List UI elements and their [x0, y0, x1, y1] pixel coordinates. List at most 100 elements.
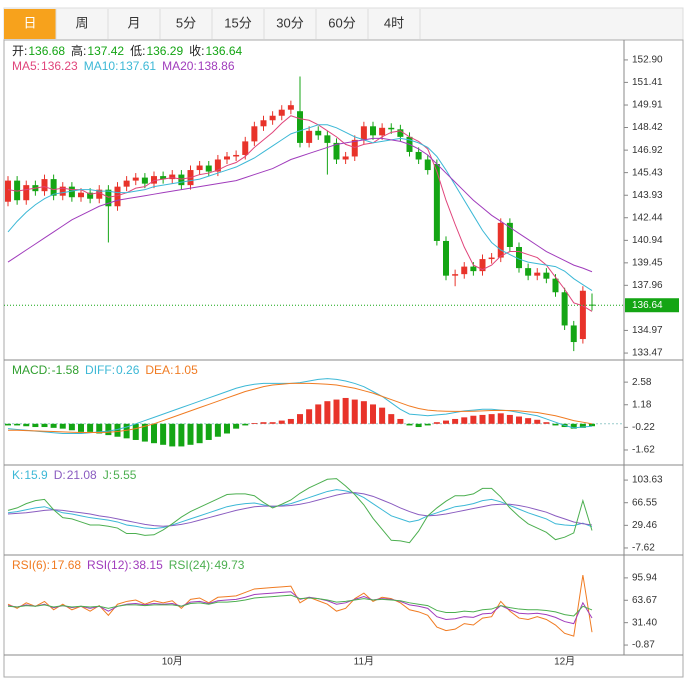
legend-value: 0.26 [116, 363, 140, 377]
frame [3, 39, 684, 678]
macd-bar [278, 420, 285, 424]
candle-body [470, 266, 477, 272]
macd-bar [114, 423, 121, 437]
candle-body [388, 127, 395, 130]
legend-value: 5.55 [113, 468, 137, 482]
macd-bar [370, 404, 376, 424]
candle-body [570, 325, 577, 343]
legend-label: RSI(6): [12, 558, 50, 572]
legend-label: 高: [71, 43, 86, 58]
macd-bar [497, 413, 504, 424]
macd-bar [543, 422, 550, 424]
legend-value: 136.29 [146, 44, 183, 58]
tab[interactable]: 5分 [176, 15, 196, 30]
tab[interactable]: 4时 [384, 15, 404, 30]
macd-bar [160, 423, 167, 445]
y-tick-label: -1.62 [632, 445, 655, 456]
macd-bar [415, 423, 422, 428]
series-line [7, 492, 593, 527]
y-tick-label: 31.40 [632, 617, 657, 628]
legend-label: 收: [189, 44, 204, 58]
macd-bar [123, 423, 130, 439]
candle-body [23, 185, 30, 201]
macd-bar [132, 423, 139, 440]
tab[interactable]: 日 [23, 15, 36, 30]
macd-bar [315, 404, 322, 424]
y-tick-label: 145.43 [632, 167, 663, 178]
macd-bar [23, 423, 30, 427]
candle-body [351, 139, 358, 157]
candle-body [269, 115, 276, 121]
macd-bar [151, 423, 157, 444]
macd-bar [360, 401, 367, 424]
y-tick-label: 143.93 [632, 190, 663, 201]
macd-bar [379, 407, 386, 424]
candle-body [278, 109, 285, 116]
legend-label: MA20: [162, 59, 197, 73]
macd-bar [342, 397, 349, 424]
legend-label: D: [54, 468, 66, 482]
y-tick-label: 137.96 [632, 280, 663, 291]
tab[interactable]: 60分 [328, 15, 355, 30]
y-tick-label: 2.58 [632, 377, 652, 388]
candle-body [78, 192, 84, 198]
legend-label: K: [12, 468, 23, 482]
candle-body [96, 189, 103, 199]
macd-bar [351, 399, 358, 424]
candle-body [424, 159, 431, 171]
tab[interactable]: 周 [75, 15, 88, 30]
candle-body [342, 156, 349, 160]
legend-value: 137.42 [87, 44, 124, 58]
y-tick-label: 148.42 [632, 122, 663, 133]
macd-bar [269, 422, 276, 424]
tab[interactable]: 30分 [276, 15, 303, 30]
candle-body [433, 164, 440, 241]
series-line [7, 115, 593, 312]
macd-bar [443, 420, 449, 424]
legend-label: MACD: [12, 363, 51, 377]
legend-label: MA5: [12, 59, 40, 73]
candle-body [151, 176, 157, 184]
series-line [7, 594, 593, 617]
candle-body [178, 174, 185, 186]
candle-body [87, 192, 94, 199]
candle-body [370, 126, 376, 136]
macd-bar [470, 415, 477, 424]
legend-label: J: [103, 468, 112, 482]
macd-bar [479, 414, 486, 424]
tab[interactable]: 月 [127, 15, 140, 30]
macd-bar [105, 423, 112, 436]
macd-bar [59, 423, 66, 429]
legend-value: 21.08 [67, 468, 97, 482]
macd-bar [552, 423, 559, 426]
legend-label: 开: [12, 44, 27, 58]
macd-bar [96, 423, 103, 434]
candle-body [196, 165, 203, 171]
macd-bar [488, 414, 495, 424]
candle-body [579, 290, 586, 340]
legend-value: 1.05 [174, 363, 198, 377]
macd-bar [297, 414, 303, 424]
y-tick-label: 66.55 [632, 497, 657, 508]
legend-label: DEA: [145, 363, 173, 377]
candle-body [360, 126, 367, 140]
macd-bar [579, 423, 586, 428]
macd-bar [32, 423, 39, 428]
candle-body [488, 257, 495, 260]
macd-bar [50, 423, 57, 428]
macd-bar [333, 399, 340, 424]
macd-bar [324, 401, 331, 424]
candle-body [41, 179, 48, 192]
y-tick-label: 103.63 [632, 475, 663, 486]
y-tick-label: 134.97 [632, 325, 663, 336]
y-tick-label: 142.44 [632, 212, 663, 223]
tab[interactable]: 15分 [224, 15, 251, 30]
candle-body [479, 259, 486, 272]
macd-bar [406, 423, 413, 426]
y-tick-label: 146.92 [632, 145, 663, 156]
macd-bar [534, 419, 541, 424]
macd-bar [433, 422, 440, 424]
series-line [7, 489, 593, 530]
macd-bar [214, 423, 221, 437]
